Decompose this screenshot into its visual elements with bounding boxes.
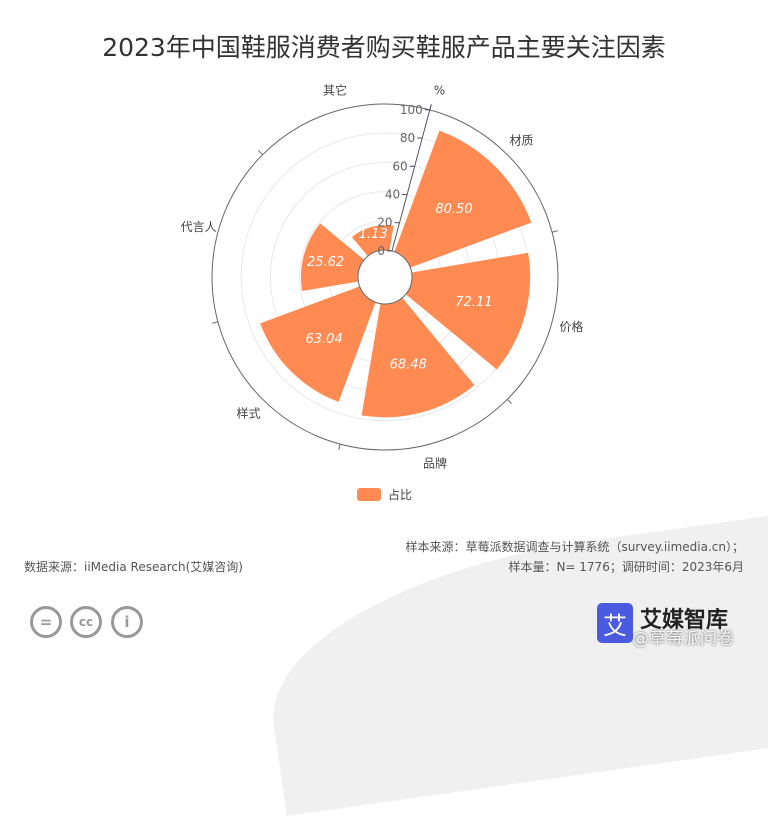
- value-label: 1.13: [359, 227, 388, 242]
- category-label: 材质: [509, 134, 533, 148]
- bar-代言人: [300, 223, 365, 292]
- axis-tick: [506, 398, 512, 404]
- radial-tick-label: 20: [377, 216, 392, 230]
- radial-unit-label: %: [434, 84, 445, 98]
- value-label: 72.11: [455, 295, 492, 310]
- legend-swatch: [357, 488, 381, 501]
- bar-其它: [351, 225, 394, 257]
- axis-tick: [551, 230, 559, 233]
- iimedia-logo-icon: 艾: [597, 603, 633, 643]
- axis-tick: [338, 443, 341, 451]
- cc-icon: cc: [70, 606, 102, 638]
- cc-by-icon: i: [111, 606, 143, 638]
- radial-axis: [391, 104, 432, 252]
- cc-nd-icon: =: [30, 606, 62, 638]
- bar-材质: [394, 130, 532, 268]
- bar-价格: [405, 252, 531, 370]
- radial-tick-label: 60: [392, 159, 407, 173]
- axis-tick: [258, 150, 264, 156]
- radial-tick-label: 40: [385, 188, 400, 202]
- polar-bar-chart: 80.50 材质 72.11 价格 68.48 品牌 63.04 样式 25.62 代言人 1.13…: [181, 83, 584, 502]
- category-label: 价格: [559, 319, 583, 334]
- radial-tick-label: 100: [400, 103, 423, 117]
- data-source: 数据来源：iiMedia Research(艾媒咨询): [24, 560, 243, 574]
- category-label: 品牌: [423, 456, 447, 470]
- category-label: 样式: [237, 405, 261, 420]
- brand-name: 艾媒智库: [640, 608, 729, 633]
- bar-样式: [260, 286, 376, 402]
- sample-source: 样本来源：草莓派数据调查与计算系统（survey.iimedia.cn）；: [405, 540, 744, 554]
- chart-title: 2023年中国鞋服消费者购买鞋服产品主要关注因素: [102, 33, 666, 62]
- value-label: 80.50: [435, 202, 472, 217]
- category-label: 代言人: [181, 220, 217, 234]
- value-label: 63.04: [306, 332, 343, 347]
- value-label: 68.48: [390, 358, 427, 373]
- sample-info: 样本量：N= 1776；调研时间：2023年6月: [508, 560, 744, 574]
- outer-ring: [211, 103, 559, 451]
- legend-label: 占比: [388, 487, 412, 502]
- inner-hole: [357, 249, 413, 305]
- radial-tick-label: 0: [377, 244, 385, 258]
- radial-tick-label: 80: [400, 131, 415, 145]
- footer-swoosh-decoration: [254, 510, 768, 816]
- bar-品牌: [361, 297, 475, 418]
- axis-tick: [211, 321, 219, 324]
- watermark: @草莓派问卷: [632, 629, 734, 649]
- value-label: 25.62: [307, 255, 344, 270]
- category-label: 其它: [323, 83, 347, 98]
